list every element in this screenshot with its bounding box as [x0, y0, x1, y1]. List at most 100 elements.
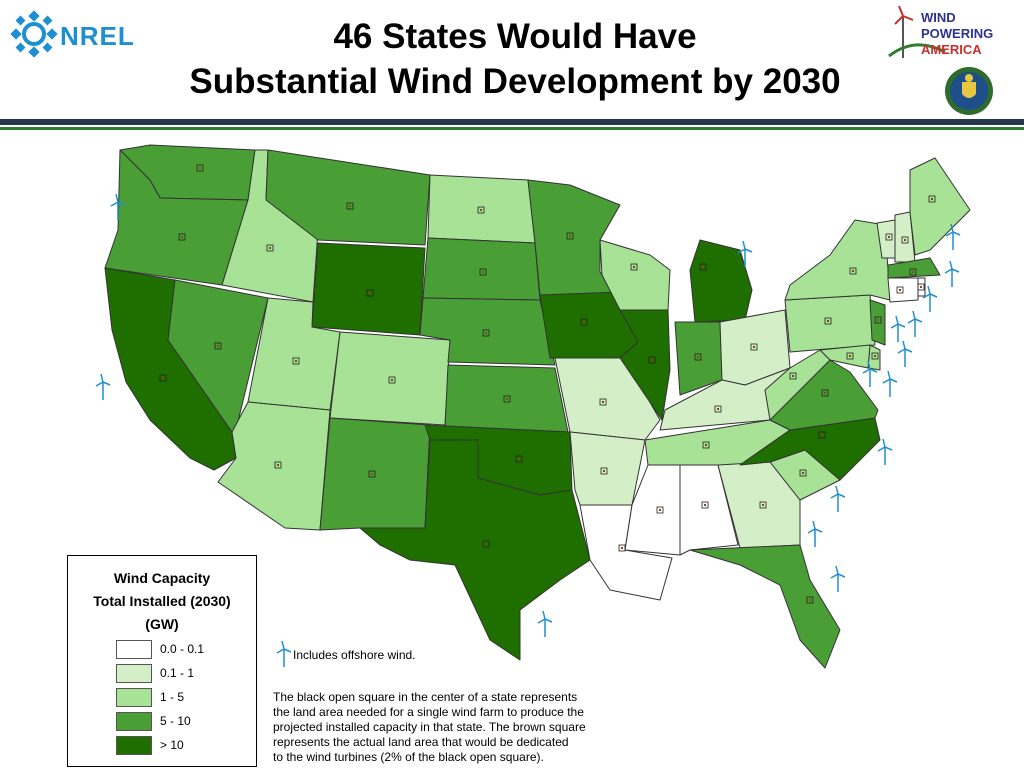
offshore-wind-turbine-icon [897, 340, 913, 367]
title-line-1: 46 States Would Have [333, 17, 697, 56]
turbine-area-square [391, 379, 393, 381]
legend-swatch [116, 640, 152, 659]
turbine-area-square [602, 401, 604, 403]
legend-label: > 10 [160, 738, 184, 752]
state-co [329, 331, 451, 426]
state-mt [265, 149, 431, 246]
wind-farm-area-square [159, 374, 167, 382]
turbine-area-square [277, 464, 279, 466]
wind-farm-area-square [368, 470, 376, 478]
header-rule-green [0, 127, 1024, 130]
legend-label: 0.1 - 1 [160, 666, 195, 680]
title-line-2: Substantial Wind Development by 2030 [189, 62, 841, 101]
legend-swatch [116, 664, 152, 683]
wind-farm-area-square [701, 501, 709, 509]
turbine-area-square [821, 434, 823, 436]
turbine-area-square [482, 271, 484, 273]
turbine-area-square [877, 319, 879, 321]
offshore-wind-turbine-icon [944, 260, 960, 287]
wpa-logo-line-1: WIND [921, 10, 956, 25]
offshore-wind-turbine-icon [877, 438, 893, 465]
legend-title-line-1: Wind Capacity [113, 570, 211, 586]
state-ar [569, 431, 646, 506]
turbine-area-square [485, 543, 487, 545]
explanation-line: to the wind turbines (2% of the black op… [273, 750, 544, 764]
wind-farm-area-square [874, 316, 882, 324]
wind-farm-area-square [503, 395, 511, 403]
turbine-area-square [762, 504, 764, 506]
wind-farm-area-square [901, 236, 909, 244]
legend-title-line-2: Total Installed (2030) [93, 593, 231, 609]
turbine-area-square [827, 320, 829, 322]
wind-farm-area-square [630, 263, 638, 271]
turbine-area-square [717, 408, 719, 410]
offshore-wind-turbine-icon [737, 240, 753, 267]
turbine-area-square [295, 360, 297, 362]
wind-farm-area-square [799, 469, 807, 477]
offshore-wind-turbine-icon [890, 315, 906, 342]
turbine-area-square [852, 270, 854, 272]
wind-farm-area-square [702, 441, 710, 449]
wind-farm-area-square [759, 501, 767, 509]
legend-swatch [116, 712, 152, 731]
state-az [217, 401, 331, 531]
wind-farm-area-square [477, 206, 485, 214]
wpa-logo-line-2: POWERING [921, 26, 994, 41]
page-title: 46 States Would Have Substantial Wind De… [120, 14, 910, 104]
turbine-area-square [753, 346, 755, 348]
wind-farm-area-square [366, 289, 374, 297]
state-md [819, 344, 871, 369]
turbine-area-square [199, 167, 201, 169]
state-ny [784, 219, 891, 301]
legend-title-line-3: (GW) [145, 616, 179, 632]
doe-seal-icon [945, 67, 993, 115]
turbine-area-square [912, 271, 914, 273]
turbine-area-square [651, 359, 653, 361]
wind-farm-area-square [849, 267, 857, 275]
turbine-area-square [792, 375, 794, 377]
explanation-line: projected installed capacity in that sta… [273, 720, 586, 734]
legend-swatch [116, 688, 152, 707]
turbine-area-square [697, 356, 699, 358]
wind-farm-area-square [566, 232, 574, 240]
turbine-area-square [480, 209, 482, 211]
turbine-area-square [506, 398, 508, 400]
offshore-wind-turbine-icon [807, 520, 823, 547]
wpa-logo-line-3: AMERICA [921, 42, 982, 57]
turbine-area-square [809, 599, 811, 601]
turbine-area-square [888, 236, 890, 238]
turbine-area-square [371, 473, 373, 475]
turbine-area-square [705, 444, 707, 446]
offshore-turbine-icon [274, 640, 294, 668]
wind-farm-area-square [648, 356, 656, 364]
wind-farm-area-square [266, 244, 274, 252]
map-legend: Wind Capacity Total Installed (2030) (GW… [67, 555, 257, 767]
offshore-wind-turbine-icon [95, 373, 111, 400]
wind-farm-area-square [618, 544, 626, 552]
legend-label: 5 - 10 [160, 714, 191, 728]
state-nj [869, 299, 886, 346]
wind-farm-area-square [885, 233, 893, 241]
wind-farm-area-square [178, 233, 186, 241]
wind-farm-area-square [818, 431, 826, 439]
explanation-text: The black open square in the center of a… [273, 690, 633, 765]
turbine-area-square [874, 355, 876, 357]
offshore-wind-turbine-icon [110, 193, 126, 220]
wind-farm-area-square [928, 195, 936, 203]
turbine-area-square [659, 509, 661, 511]
nrel-sun-icon [10, 10, 58, 58]
wind-farm-area-square [214, 342, 222, 350]
turbine-area-square [931, 198, 933, 200]
legend-label: 0.0 - 0.1 [160, 642, 205, 656]
wind-powering-america-logo: WIND POWERING AMERICA [885, 5, 1015, 62]
turbine-area-square [704, 504, 706, 506]
turbine-area-square [904, 239, 906, 241]
offshore-wind-turbine-icon [830, 485, 846, 512]
wind-farm-area-square [824, 317, 832, 325]
offshore-wind-turbine-icon [882, 370, 898, 397]
turbine-area-square [702, 266, 704, 268]
wind-farm-area-square [699, 263, 707, 271]
wind-farm-area-square [871, 352, 879, 360]
wind-farm-area-square [714, 405, 722, 413]
nrel-logo-text: NREL [60, 21, 135, 51]
